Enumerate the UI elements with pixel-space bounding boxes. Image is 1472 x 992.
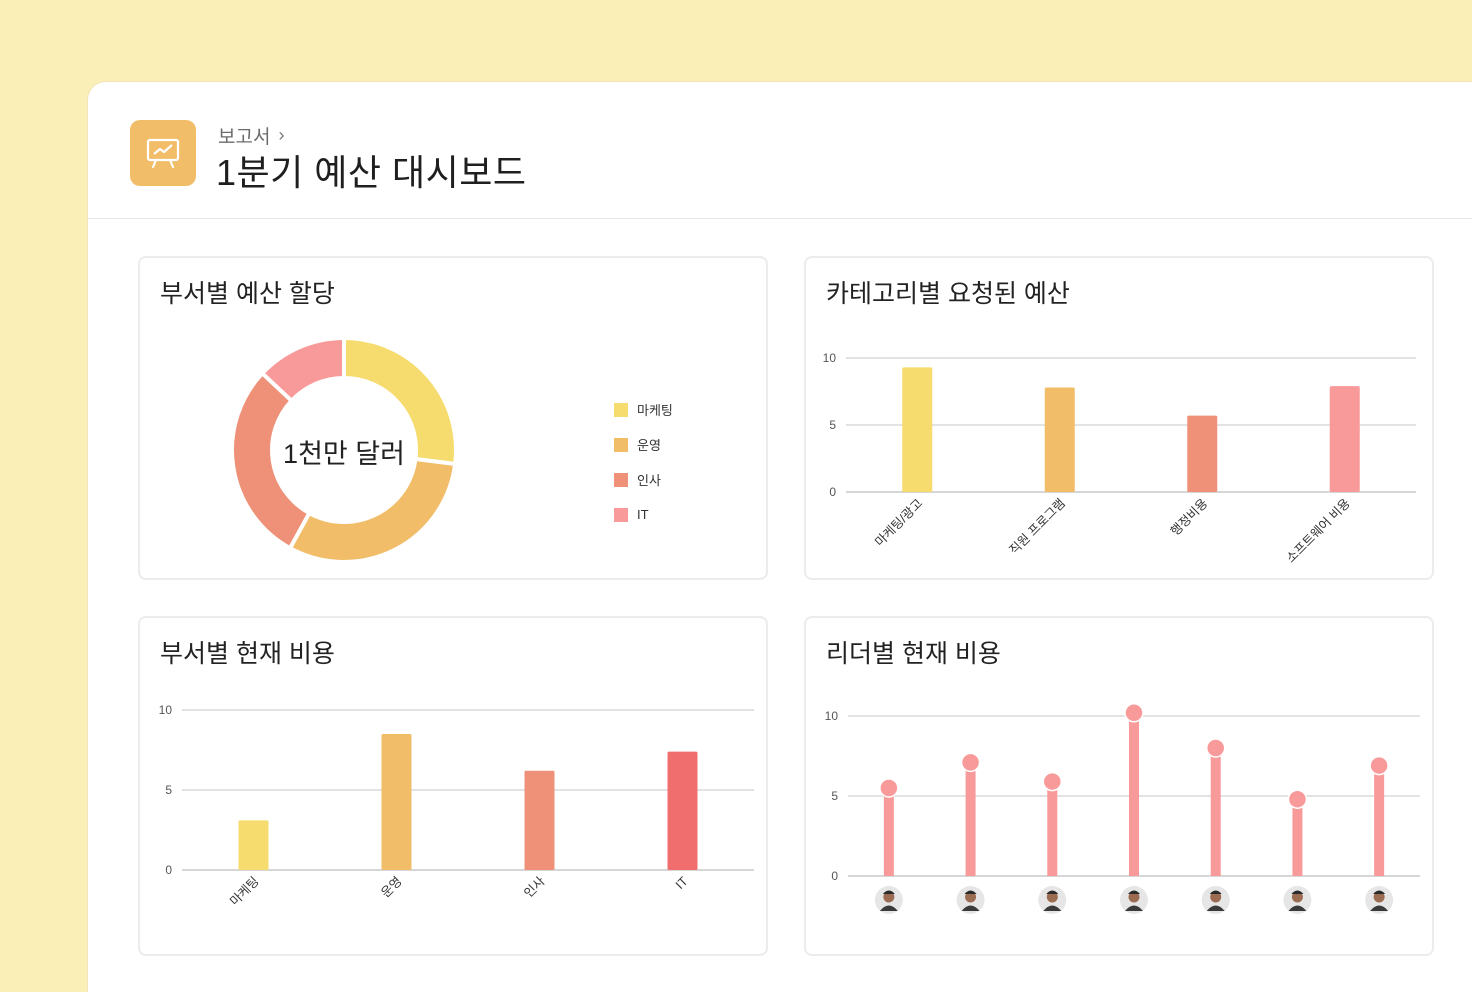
donut-center-label: 1천만 달러 [283,439,405,469]
y-tick-label: 10 [159,703,173,717]
lollipop-stem[interactable] [883,788,894,876]
x-tick-label: 직원 프로그램 [1007,496,1068,557]
legend-label: 운영 [637,438,661,453]
legend-label: 마케팅 [637,403,673,418]
legend-swatch [614,472,628,487]
x-tick-label: 마케팅/광고 [872,496,925,549]
lollipop-dot[interactable] [1042,771,1063,792]
bar[interactable] [667,751,698,870]
lollipop-stem[interactable] [1129,712,1139,876]
card-title: 카테고리별 요청된 예산 [826,280,1070,308]
y-tick-label: 5 [829,418,836,432]
x-tick-label: 인사 [521,874,548,901]
lollipop-dot[interactable] [1124,703,1144,723]
lollipop-stem[interactable] [965,762,976,876]
lollipop-stem[interactable] [1047,781,1058,876]
avatar-icon[interactable] [874,886,903,914]
avatar-icon[interactable] [1365,886,1394,914]
dashboard-panel: 보고서 › 1분기 예산 대시보드 부서별 예산 할당 1천만 달러 마케팅 운영… [88,82,1472,992]
legend-label: IT [637,507,649,522]
requested-budget-bar-chart: 0 5 10 마케팅/광고 직원 프로그램 행정비용 소프트웨어 비용 [823,351,1416,566]
card-title: 부서별 현재 비용 [160,640,335,668]
bar[interactable] [902,367,933,492]
chevron-right-icon: › [278,125,285,145]
legend-label: 인사 [637,473,661,488]
x-tick-label: 운영 [378,874,404,900]
legend-item: IT [614,497,673,532]
avatar-icon[interactable] [1120,886,1148,914]
lollipop-dot[interactable] [1369,755,1389,776]
legend-swatch [614,402,628,417]
lollipop-stem[interactable] [1292,799,1303,876]
lollipop-dot[interactable] [879,778,899,798]
leader-cost-card: 리더별 현재 비용 0 5 10 [804,616,1434,956]
department-cost-card: 부서별 현재 비용 0 5 10 마케팅 운영 인사 IT [138,616,768,956]
lollipop-dot[interactable] [960,752,981,773]
department-cost-bar-chart: 0 5 10 마케팅 운영 인사 IT [159,703,754,909]
donut-slice-1[interactable] [287,456,458,564]
y-tick-label: 0 [165,863,172,877]
y-tick-label: 0 [831,869,838,883]
bar[interactable] [1329,386,1360,492]
bar[interactable] [1044,387,1075,492]
leader-cost-lollipop-chart: 0 5 10 [825,703,1420,914]
bar[interactable] [524,770,555,870]
card-title: 부서별 예산 할당 [160,280,335,308]
legend-swatch [614,507,628,522]
page-header: 보고서 › 1분기 예산 대시보드 [88,82,1472,219]
lollipop-dot[interactable] [1287,789,1308,809]
page-title: 1분기 예산 대시보드 [216,152,527,193]
x-tick-label: 소프트웨어 비용 [1284,496,1353,565]
donut-slice-2[interactable] [230,370,313,551]
bar[interactable] [238,820,269,870]
donut-slice-3[interactable] [259,335,346,404]
donut-chart [230,335,458,564]
x-tick-label: 행정비용 [1167,496,1210,539]
card-title: 리더별 현재 비용 [826,640,1001,668]
requested-budget-card: 카테고리별 요청된 예산 0 5 10 마케팅/광고 직원 프로그램 행정비용 소프트웨어 … [804,256,1434,580]
y-tick-label: 5 [165,783,172,797]
legend-item: 마케팅 [614,392,673,427]
avatar-icon[interactable] [1201,886,1230,914]
y-tick-label: 0 [829,485,836,499]
bar[interactable] [1187,415,1218,492]
lollipop-stem[interactable] [1374,765,1385,876]
avatar-icon[interactable] [1038,886,1067,914]
y-tick-label: 5 [831,789,838,803]
x-tick-label: IT [673,874,691,892]
avatar-icon[interactable] [956,886,985,914]
lollipop-stem[interactable] [1210,748,1221,876]
lollipop-dot[interactable] [1205,738,1226,758]
bar[interactable] [381,734,412,870]
legend-item: 운영 [614,427,673,462]
y-tick-label: 10 [823,351,837,365]
breadcrumb-reports[interactable]: 보고서 [218,127,271,148]
avatar-icon[interactable] [1283,886,1312,914]
y-tick-label: 10 [825,709,839,723]
breadcrumb[interactable]: 보고서 › [218,122,284,149]
x-tick-label: 마케팅 [227,874,261,908]
presentation-chart-icon [130,120,196,186]
legend-swatch [614,437,628,452]
legend-item: 인사 [614,462,673,497]
